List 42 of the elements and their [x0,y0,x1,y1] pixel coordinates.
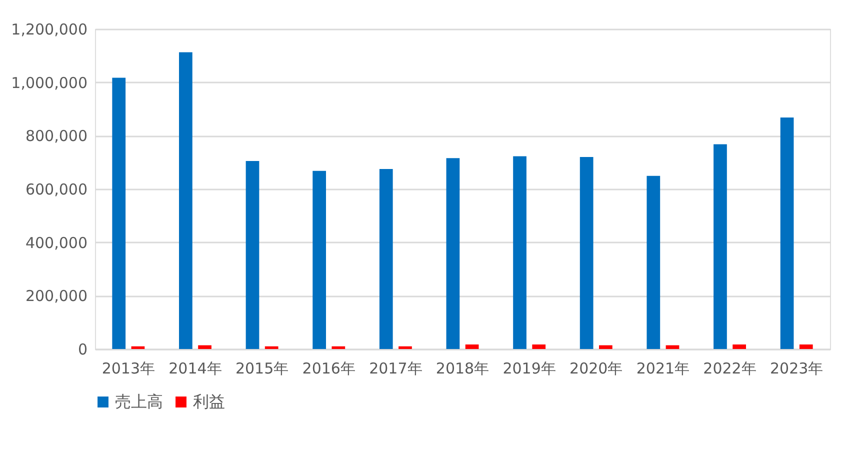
legend-label: 売上高 [115,392,163,411]
bar [332,346,346,349]
bar [732,344,746,349]
bar [112,78,126,349]
bar [799,344,813,349]
bar [513,156,526,349]
bar [446,158,460,349]
bar [714,144,727,349]
bar [465,344,479,349]
x-tick-label: 2015年 [235,360,289,378]
x-tick-label: 2023年 [770,360,824,378]
y-tick-label: 800,000 [25,127,88,146]
x-tick-label: 2022年 [703,360,756,378]
bar [179,52,192,349]
x-tick-label: 2016年 [302,360,356,378]
x-tick-label: 2017年 [369,360,422,378]
bar [532,344,546,349]
x-tick-label: 2014年 [168,360,222,378]
bar [198,345,212,349]
x-tick-label: 2021年 [636,360,690,378]
bar [398,346,412,349]
x-tick-label: 2013年 [102,360,156,378]
y-tick-label: 600,000 [25,180,88,198]
x-tick-label: 2019年 [502,360,556,378]
bar [580,157,594,349]
bar [264,346,278,349]
y-tick-label: 400,000 [25,234,88,252]
y-tick-label: 1,200,000 [11,20,88,38]
x-tick-label: 2020年 [570,360,623,378]
y-tick-label: 1,000,000 [11,74,88,92]
bar [599,345,612,349]
bar [246,161,260,349]
bar [780,118,794,349]
y-tick-label: 200,000 [25,287,88,306]
bar [646,176,660,349]
y-tick-label: 0 [78,340,88,358]
bar [666,345,680,349]
bar [312,170,326,349]
bar [379,169,393,349]
x-tick-label: 2018年 [436,360,490,378]
bar [131,346,145,349]
legend-label: 利益 [193,392,225,411]
